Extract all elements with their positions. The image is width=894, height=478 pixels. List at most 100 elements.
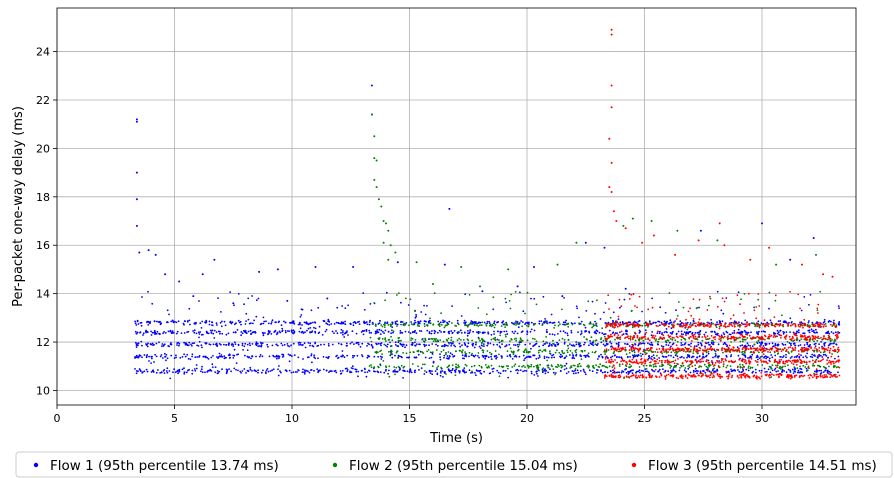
data-point [776,323,778,326]
data-point [695,345,698,348]
data-point [555,365,557,368]
data-point [608,308,610,310]
data-point [464,355,466,357]
data-point [220,343,222,346]
data-point [391,323,394,325]
data-point [734,360,737,363]
data-point [808,367,810,370]
data-point [361,355,364,358]
data-point [608,329,611,332]
data-point [616,332,618,335]
data-point [739,366,742,369]
data-point [771,322,774,325]
data-point [820,372,823,374]
data-point [484,331,486,334]
data-point [280,324,283,327]
data-point [618,374,621,377]
data-point [738,349,741,352]
data-point [589,321,592,324]
data-point [358,323,361,325]
data-point [603,335,606,338]
data-point [566,344,569,347]
series-3-points [603,28,841,380]
data-point [764,360,766,363]
data-point [212,332,215,335]
data-point [598,331,601,334]
data-point [363,308,366,311]
data-point [730,354,733,356]
data-point [659,336,662,338]
data-point [388,369,390,372]
data-point [155,342,158,345]
data-point [768,333,771,336]
data-point [443,354,446,357]
data-point [466,345,469,348]
data-point [618,356,620,359]
data-point [669,374,672,377]
data-point [288,369,291,372]
data-point [809,294,812,296]
data-point [404,323,406,326]
data-point [432,340,435,343]
data-point [397,357,399,359]
data-point [718,373,721,376]
data-point [327,357,329,360]
data-point [431,338,434,340]
data-point [742,365,745,368]
data-point [671,360,673,363]
data-point [707,321,709,324]
data-point [757,320,760,323]
data-point [389,353,392,356]
data-point [823,374,826,376]
data-point [799,321,802,323]
data-point [736,346,739,349]
data-point [485,355,488,357]
data-point [722,361,725,363]
data-point [693,337,696,340]
data-point [629,337,632,340]
data-point [316,345,319,347]
data-point [781,324,784,327]
data-point [561,295,564,298]
data-point [582,323,585,326]
data-point [286,330,289,332]
data-point [636,334,639,337]
data-point [451,305,453,307]
data-point [468,355,470,358]
data-point [771,369,774,372]
data-point [233,348,236,351]
data-point [815,328,817,331]
data-point [677,363,679,366]
data-point [178,370,181,373]
data-point [362,330,364,333]
data-point [341,370,344,372]
data-point [243,368,246,370]
data-point [793,356,796,358]
data-point [496,369,499,372]
data-point [751,366,754,369]
data-point [261,342,264,344]
data-point [479,339,481,342]
data-point [683,357,685,359]
data-point [200,344,203,347]
data-point [651,331,653,333]
data-point [665,340,667,342]
data-point [751,353,754,356]
data-point [170,320,173,323]
data-point [516,343,519,346]
data-point [754,359,757,362]
data-point [574,368,577,370]
data-point [623,298,626,301]
data-point [209,329,212,332]
data-point [257,345,260,348]
data-point [380,329,383,332]
data-point [254,331,257,334]
data-point [656,330,659,333]
data-point [684,375,687,378]
data-point [587,352,590,355]
data-point [798,353,800,356]
data-point [689,360,692,362]
data-point [676,355,679,358]
data-point [479,331,481,334]
data-point [629,335,632,338]
